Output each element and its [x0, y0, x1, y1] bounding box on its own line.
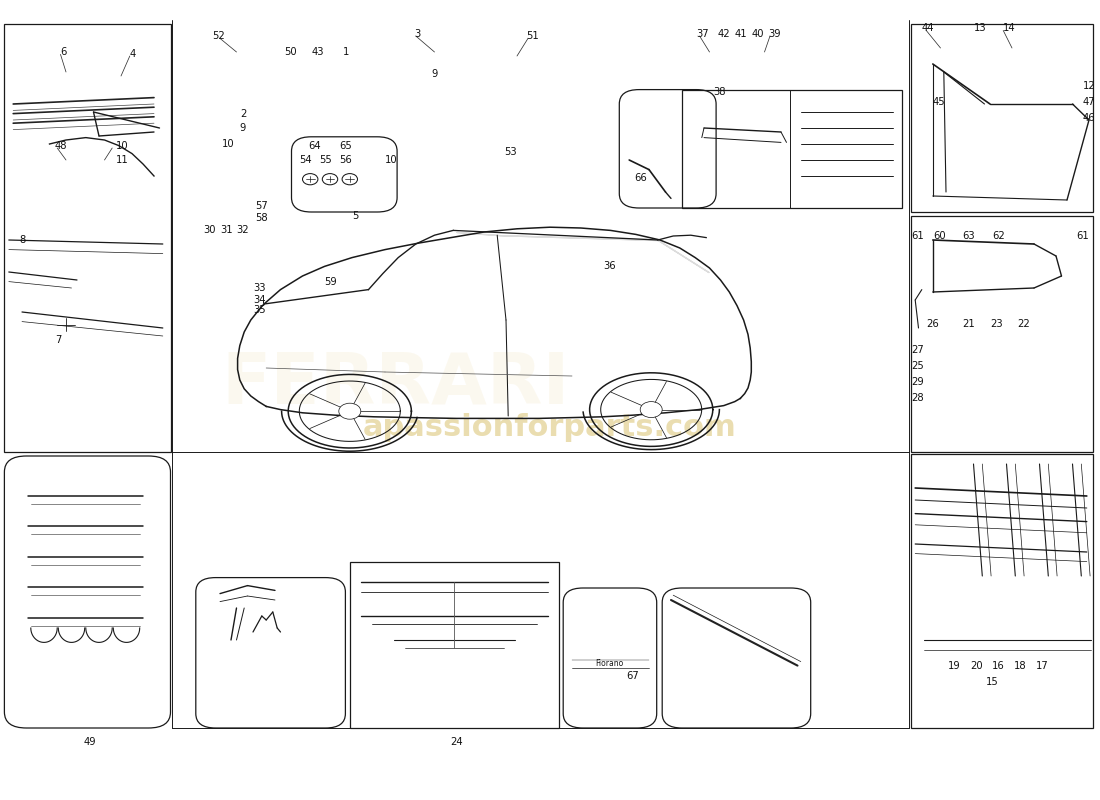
Text: apassionforparts.com: apassionforparts.com [363, 414, 737, 442]
Text: 22: 22 [1018, 319, 1031, 329]
Text: 51: 51 [526, 31, 539, 41]
Text: 58: 58 [255, 213, 267, 222]
Text: 32: 32 [236, 226, 249, 235]
Text: 36: 36 [603, 261, 615, 270]
Text: 34: 34 [253, 295, 265, 305]
Text: 62: 62 [992, 231, 1005, 241]
Bar [682, 90, 902, 208]
Text: 9: 9 [240, 123, 246, 133]
Text: 67: 67 [626, 671, 639, 681]
Text: 37: 37 [696, 29, 708, 38]
Text: 12: 12 [1082, 82, 1096, 91]
Text: 18: 18 [1014, 661, 1026, 670]
Text: 29: 29 [911, 378, 924, 387]
Text: 55: 55 [319, 155, 332, 165]
Text: 33: 33 [253, 283, 265, 293]
Text: 63: 63 [962, 231, 975, 241]
Text: 56: 56 [339, 155, 352, 165]
Text: 1: 1 [343, 47, 350, 57]
Text: 27: 27 [911, 346, 924, 355]
Text: 10: 10 [222, 139, 234, 149]
Text: 25: 25 [911, 362, 924, 371]
Text: 35: 35 [253, 306, 265, 315]
Text: 8: 8 [20, 235, 26, 245]
Text: 42: 42 [717, 29, 729, 38]
Text: 59: 59 [324, 277, 338, 286]
Text: 44: 44 [922, 23, 934, 33]
Text: 10: 10 [116, 141, 128, 150]
Text: 5: 5 [352, 211, 359, 221]
Text: 3: 3 [415, 29, 421, 38]
Text: 11: 11 [116, 155, 129, 165]
Text: 26: 26 [926, 319, 939, 329]
Text: 9: 9 [431, 69, 438, 78]
Circle shape [640, 402, 662, 418]
Text: Fiorano: Fiorano [595, 659, 624, 669]
Bar [911, 454, 1093, 728]
Text: 50: 50 [284, 47, 296, 57]
Text: FERRARI: FERRARI [222, 350, 570, 418]
Text: 17: 17 [1036, 661, 1049, 670]
Text: 61: 61 [911, 231, 924, 241]
Text: 53: 53 [504, 147, 516, 157]
Text: 48: 48 [55, 141, 67, 150]
Text: 66: 66 [634, 173, 647, 182]
Text: 60: 60 [933, 231, 945, 241]
Text: 24: 24 [450, 738, 463, 747]
Bar [350, 562, 559, 728]
Text: 13: 13 [974, 23, 986, 33]
Text: 21: 21 [962, 319, 976, 329]
Text: 30: 30 [204, 226, 216, 235]
Text: 41: 41 [735, 29, 747, 38]
Text: 39: 39 [768, 29, 780, 38]
Text: 65: 65 [339, 141, 352, 150]
Text: 40: 40 [751, 29, 763, 38]
Text: 43: 43 [311, 47, 323, 57]
Text: 10: 10 [385, 155, 397, 165]
Text: 19: 19 [948, 661, 961, 670]
Text: 31: 31 [220, 226, 232, 235]
Bar [911, 216, 1093, 452]
Text: 2: 2 [240, 109, 246, 118]
Text: 57: 57 [255, 202, 268, 211]
Circle shape [339, 403, 361, 419]
Text: 49: 49 [84, 738, 97, 747]
Bar [911, 24, 1093, 212]
Text: 38: 38 [713, 87, 725, 97]
Text: 45: 45 [933, 98, 945, 107]
Text: 28: 28 [911, 394, 923, 403]
Text: 4: 4 [130, 50, 136, 59]
Text: 46: 46 [1082, 114, 1094, 123]
Text: 7: 7 [55, 335, 62, 345]
Text: 15: 15 [986, 677, 999, 686]
Text: 47: 47 [1082, 98, 1094, 107]
Text: 23: 23 [990, 319, 1002, 329]
Text: 64: 64 [308, 141, 320, 150]
Text: 61: 61 [1076, 231, 1089, 241]
Text: 54: 54 [299, 155, 311, 165]
Bar [4, 24, 170, 452]
Text: 20: 20 [970, 661, 982, 670]
Text: 52: 52 [212, 31, 226, 41]
Text: 14: 14 [1003, 23, 1015, 33]
Text: 16: 16 [992, 661, 1005, 670]
Text: 6: 6 [60, 47, 67, 57]
